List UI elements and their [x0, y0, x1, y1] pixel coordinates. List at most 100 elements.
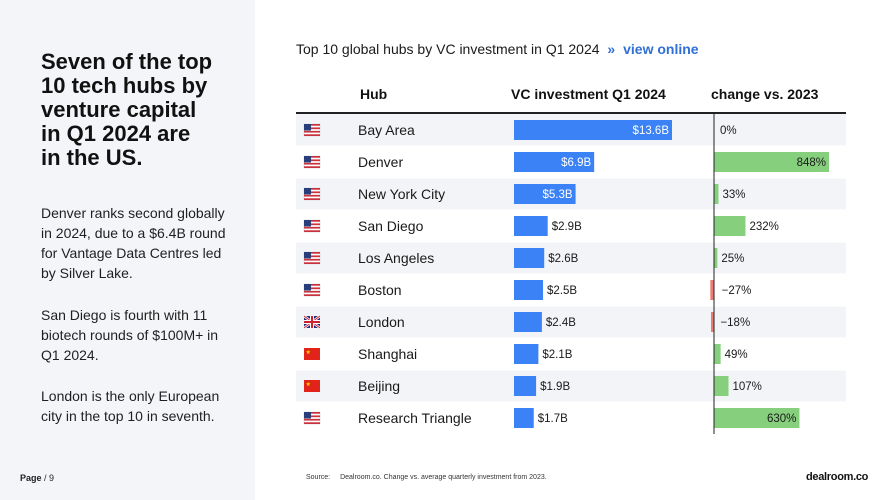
flag-beijing	[304, 380, 320, 392]
flag-new-york-city-stripe	[304, 191, 320, 194]
hub-label-shanghai: Shanghai	[358, 346, 417, 362]
flag-boston-canton	[304, 284, 311, 291]
hub-label-denver: Denver	[358, 154, 403, 170]
hub-label-london: London	[358, 314, 405, 330]
flag-los-angeles-stripe	[304, 262, 320, 264]
flag-boston-stripe	[304, 290, 320, 293]
change-label-los-angeles: 25%	[721, 253, 744, 265]
flag-research-triangle-canton	[304, 412, 311, 419]
hub-label-research-triangle: Research Triangle	[358, 410, 472, 426]
paragraph-denver: Denver ranks second globally in 2024, du…	[41, 205, 226, 281]
flag-san-diego-canton	[304, 220, 311, 227]
investment-label-research-triangle: $1.7B	[538, 413, 568, 425]
row-band-london	[296, 306, 846, 338]
source-text: Dealroom.co. Change vs. average quarterl…	[340, 474, 547, 481]
paragraph-london: London is the only European city in the …	[41, 388, 220, 424]
change-label-san-diego: 232%	[749, 221, 778, 233]
flag-research-triangle-stripe	[304, 418, 320, 421]
flag-los-angeles-stripe	[304, 252, 320, 254]
row-band-los-angeles	[296, 242, 846, 274]
view-online-arrow[interactable]: »	[607, 41, 616, 57]
change-bar-beijing	[714, 376, 729, 396]
row-band-beijing	[296, 370, 846, 402]
change-label-shanghai: 49%	[725, 349, 748, 361]
headline: Seven of the top 10 tech hubs by venture…	[41, 49, 213, 170]
flag-boston-stripe	[304, 287, 320, 290]
column-header-change: change vs. 2023	[711, 86, 819, 102]
flag-bay-area-stripe	[304, 127, 320, 130]
page-total: / 9	[44, 473, 55, 483]
investment-label-bay-area: $13.6B	[633, 125, 670, 137]
change-bar-london	[711, 312, 714, 332]
flag-denver-canton	[304, 156, 311, 163]
change-label-boston: −27%	[722, 285, 752, 297]
flag-beijing-star: ★	[306, 381, 311, 388]
left-panel	[0, 0, 255, 500]
flag-shanghai-star: ★	[306, 349, 311, 356]
flag-los-angeles-canton	[304, 252, 311, 259]
paragraph-san-diego: San Diego is fourth with 11 biotech roun…	[41, 307, 219, 363]
change-label-london: −18%	[720, 317, 750, 329]
investment-bar-beijing	[514, 376, 537, 396]
column-header-hub: Hub	[360, 86, 387, 102]
view-online-link[interactable]: view online	[623, 41, 699, 57]
flag-research-triangle-stripe	[304, 415, 320, 418]
source-label: Source:	[306, 474, 331, 481]
investment-bar-denver	[514, 152, 595, 172]
investment-label-beijing: $1.9B	[540, 381, 570, 393]
flag-london-cross-red	[304, 321, 320, 323]
change-bar-research-triangle	[714, 408, 800, 428]
investment-bar-london	[514, 312, 542, 332]
flag-boston-stripe	[304, 294, 320, 296]
investment-bar-bay-area	[514, 120, 672, 140]
flag-bay-area-stripe	[304, 134, 320, 136]
flag-san-diego-stripe	[304, 230, 320, 232]
investment-bar-new-york-city	[514, 184, 576, 204]
chart-title-text: Top 10 global hubs by VC investment in Q…	[296, 41, 600, 57]
change-bar-new-york-city	[714, 184, 719, 204]
change-bar-san-diego	[714, 216, 746, 236]
investment-label-new-york-city: $5.3B	[543, 189, 573, 201]
dealroom-logo: dealroom.co	[806, 471, 869, 483]
investment-bar-research-triangle	[514, 408, 534, 428]
column-header-investment: VC investment Q1 2024	[511, 86, 666, 102]
page-number: Page / 9	[20, 473, 54, 483]
investment-label-boston: $2.5B	[547, 285, 577, 297]
flag-new-york-city-canton	[304, 188, 311, 195]
hub-label-bay-area: Bay Area	[358, 122, 415, 138]
investment-bar-boston	[514, 280, 544, 300]
change-label-new-york-city: 33%	[722, 189, 745, 201]
change-bar-los-angeles	[714, 248, 718, 268]
flag-denver-stripe	[304, 156, 320, 158]
hub-label-beijing: Beijing	[358, 378, 400, 394]
investment-label-los-angeles: $2.6B	[548, 253, 578, 265]
page-label: Page	[20, 473, 42, 483]
flag-boston-stripe	[304, 284, 320, 286]
flag-new-york-city-stripe	[304, 198, 320, 200]
investment-bar-los-angeles	[514, 248, 545, 268]
flag-new-york-city-stripe	[304, 188, 320, 190]
hub-label-boston: Boston	[358, 282, 402, 298]
change-bar-shanghai	[714, 344, 721, 364]
flag-bay-area-stripe	[304, 124, 320, 126]
flag-los-angeles-stripe	[304, 255, 320, 258]
flag-shanghai	[304, 348, 320, 360]
investment-bar-san-diego	[514, 216, 548, 236]
flag-research-triangle-stripe	[304, 412, 320, 414]
flag-los-angeles-stripe	[304, 258, 320, 261]
investment-bar-shanghai	[514, 344, 539, 364]
change-label-beijing: 107%	[733, 381, 762, 393]
flag-denver-stripe	[304, 159, 320, 162]
flag-bay-area-canton	[304, 124, 311, 131]
flag-new-york-city-stripe	[304, 194, 320, 197]
hub-label-new-york-city: New York City	[358, 186, 445, 202]
investment-label-shanghai: $2.1B	[542, 349, 572, 361]
change-bar-denver	[714, 152, 829, 172]
source-note: Source: Dealroom.co. Change vs. average …	[306, 474, 555, 481]
flag-bay-area-stripe	[304, 130, 320, 133]
investment-label-san-diego: $2.9B	[552, 221, 582, 233]
flag-san-diego-stripe	[304, 226, 320, 229]
flag-san-diego-stripe	[304, 223, 320, 226]
change-label-denver: 848%	[797, 157, 826, 169]
